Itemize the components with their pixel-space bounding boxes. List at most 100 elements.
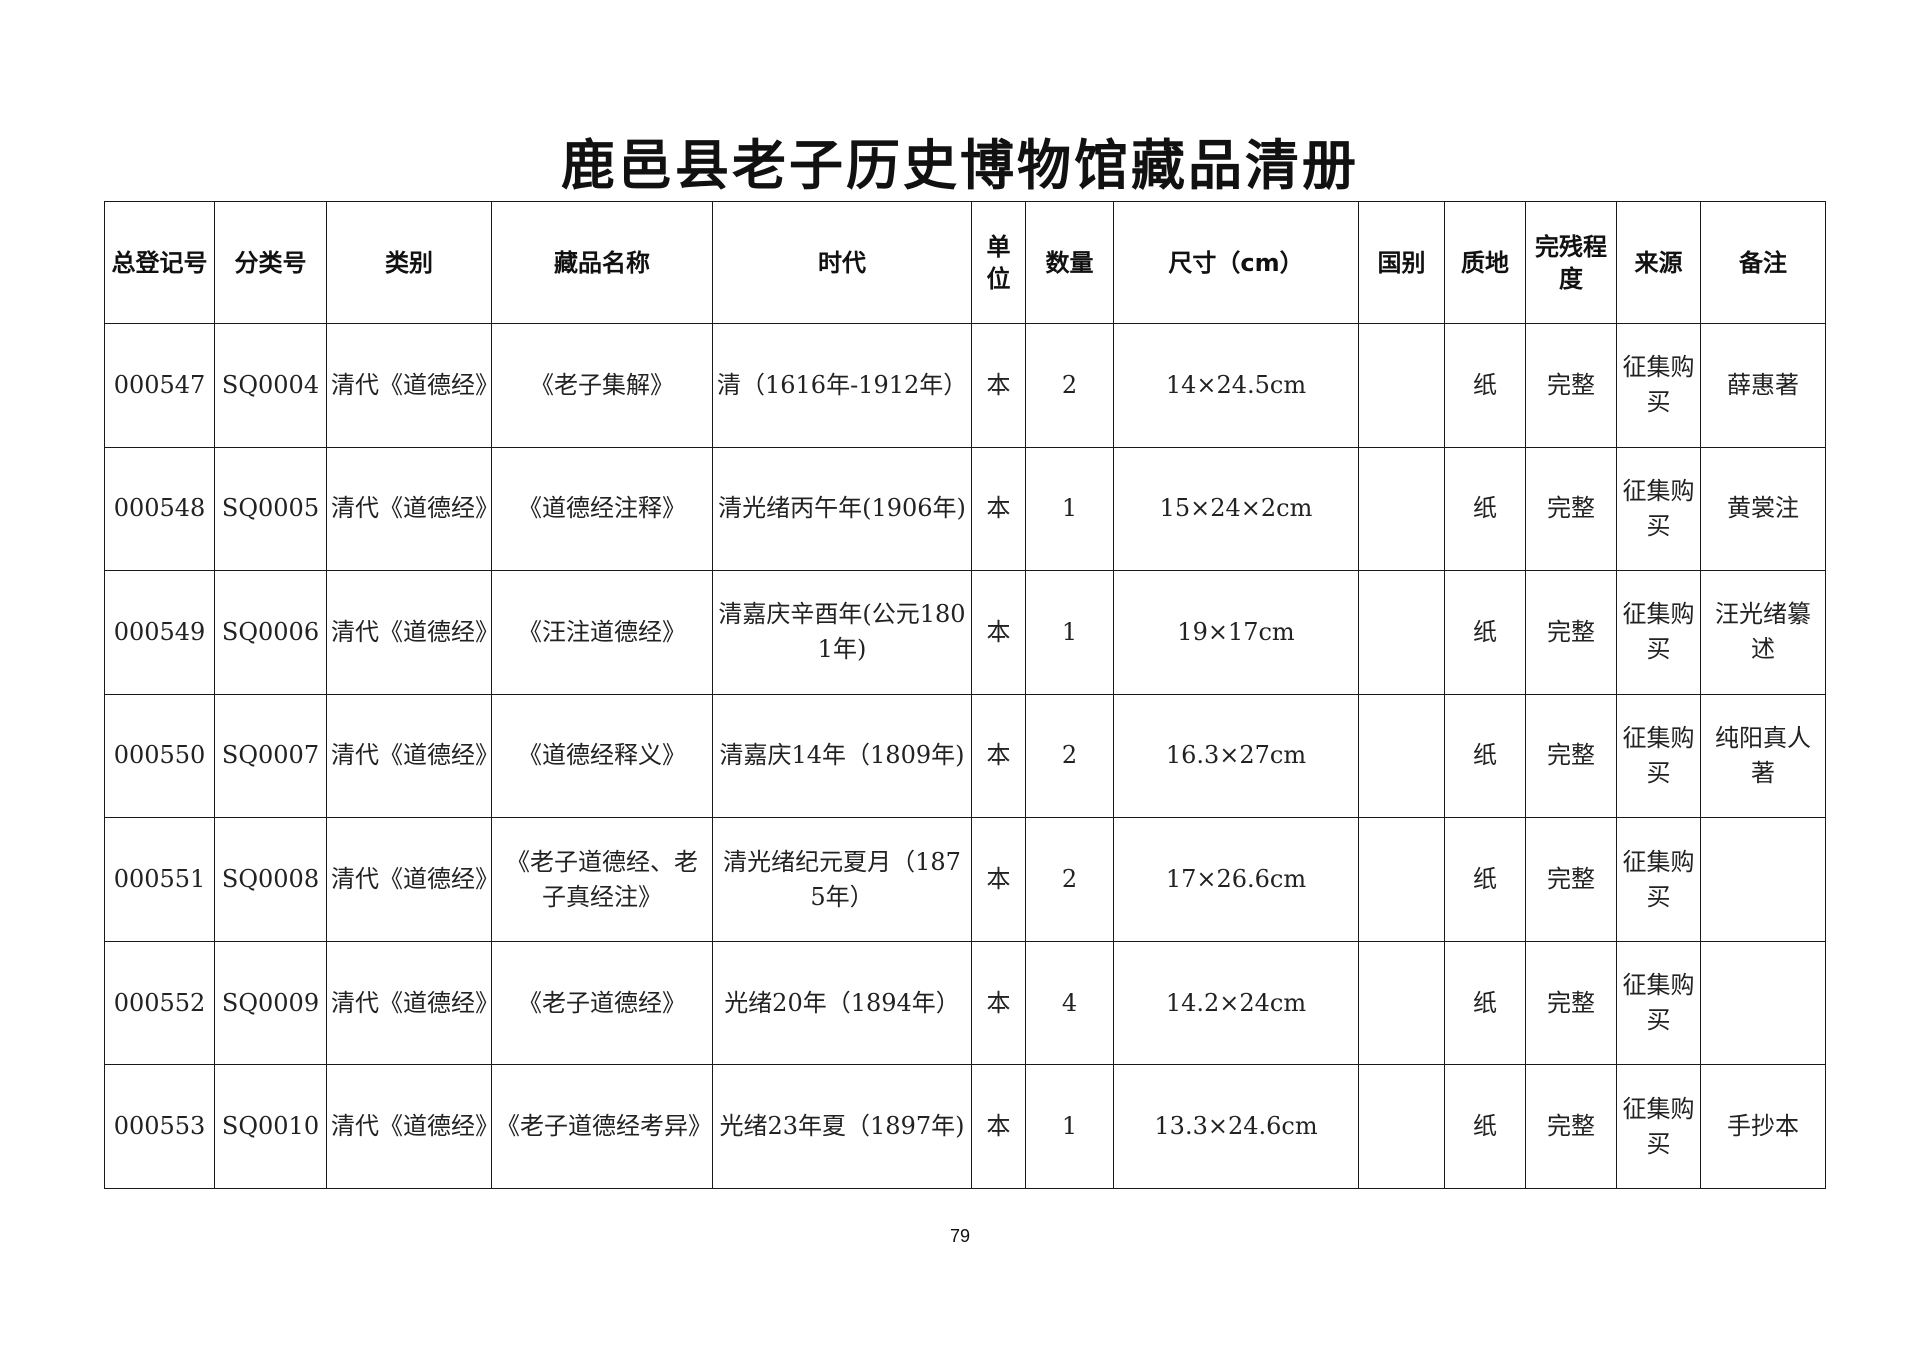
cell-mat: 纸 <box>1444 1064 1526 1189</box>
cell-name: 《老子道德经考异》 <box>491 1064 713 1189</box>
cell-cat: 清代《道德经》 <box>326 693 499 819</box>
cell-unit: 本 <box>971 940 1026 1066</box>
cell-note: 黄裳注 <box>1700 446 1826 572</box>
column-header-qty: 数量 <box>1025 201 1114 324</box>
column-header-reg: 总登记号 <box>104 201 215 324</box>
cell-name: 《道德经注释》 <box>491 446 713 572</box>
column-header-country: 国别 <box>1358 201 1445 324</box>
column-header-note: 备注 <box>1700 201 1826 324</box>
cell-cond: 完整 <box>1525 1064 1617 1189</box>
table-row: 000549 SQ0006 清代《道德经》 《汪注道德经》 清嘉庆辛酉年(公元1801年… <box>104 570 1826 695</box>
cell-mat: 纸 <box>1444 570 1526 695</box>
cell-qty: 1 <box>1025 446 1114 572</box>
column-header-name: 藏品名称 <box>491 201 713 324</box>
cell-unit: 本 <box>971 446 1026 572</box>
column-header-unit: 单位 <box>971 201 1026 324</box>
column-header-cls: 分类号 <box>214 201 327 324</box>
cell-cls: SQ0007 <box>214 693 327 819</box>
cell-reg: 000551 <box>104 817 215 942</box>
cell-cond: 完整 <box>1525 693 1617 819</box>
cell-cat: 清代《道德经》 <box>326 817 499 942</box>
cell-name: 《道德经释义》 <box>491 693 713 819</box>
cell-size: 14.2×24cm <box>1113 940 1359 1066</box>
cell-reg: 000553 <box>104 1064 215 1189</box>
cell-cond: 完整 <box>1525 570 1617 695</box>
cell-cond: 完整 <box>1525 446 1617 572</box>
cell-src: 征集购买 <box>1616 446 1701 572</box>
cell-reg: 000549 <box>104 570 215 695</box>
cell-qty: 2 <box>1025 323 1114 448</box>
cell-cat: 清代《道德经》 <box>326 1064 499 1189</box>
cell-size: 14×24.5cm <box>1113 323 1359 448</box>
cell-unit: 本 <box>971 1064 1026 1189</box>
cell-src: 征集购买 <box>1616 1064 1701 1189</box>
page-number: 79 <box>949 1226 971 1246</box>
cell-qty: 1 <box>1025 1064 1114 1189</box>
cell-src: 征集购买 <box>1616 693 1701 819</box>
table-row: 000550 SQ0007 清代《道德经》 《道德经释义》 清嘉庆14年（1809年) 本… <box>104 693 1826 819</box>
cell-mat: 纸 <box>1444 817 1526 942</box>
cell-qty: 4 <box>1025 940 1114 1066</box>
cell-era: 清（1616年-1912年） <box>712 323 972 448</box>
cell-cls: SQ0004 <box>214 323 327 448</box>
column-header-cond: 完残程度 <box>1525 201 1617 324</box>
cell-mat: 纸 <box>1444 693 1526 819</box>
cell-src: 征集购买 <box>1616 940 1701 1066</box>
cell-reg: 000552 <box>104 940 215 1066</box>
cell-name: 《汪注道德经》 <box>491 570 713 695</box>
cell-cat: 清代《道德经》 <box>326 323 499 448</box>
cell-country <box>1358 817 1445 942</box>
cell-cls: SQ0008 <box>214 817 327 942</box>
cell-size: 13.3×24.6cm <box>1113 1064 1359 1189</box>
cell-unit: 本 <box>971 817 1026 942</box>
cell-note: 手抄本 <box>1700 1064 1826 1189</box>
page-title: 鹿邑县老子历史博物馆藏品清册 <box>561 134 1359 197</box>
cell-era: 光绪20年（1894年） <box>712 940 972 1066</box>
column-header-size: 尺寸（cm） <box>1113 201 1359 324</box>
cell-size: 19×17cm <box>1113 570 1359 695</box>
cell-qty: 2 <box>1025 693 1114 819</box>
cell-country <box>1358 570 1445 695</box>
cell-country <box>1358 940 1445 1066</box>
cell-cat: 清代《道德经》 <box>326 570 499 695</box>
cell-size: 17×26.6cm <box>1113 817 1359 942</box>
cell-era: 清光绪丙午年(1906年) <box>712 446 972 572</box>
cell-src: 征集购买 <box>1616 570 1701 695</box>
cell-name: 《老子道德经》 <box>491 940 713 1066</box>
table-row: 000553 SQ0010 清代《道德经》 《老子道德经考异》 光绪23年夏（1897年… <box>104 1064 1826 1189</box>
cell-note: 薛惠著 <box>1700 323 1826 448</box>
cell-note <box>1700 940 1826 1066</box>
table-row: 000551 SQ0008 清代《道德经》 《老子道德经、老子真经注》 清光绪纪元夏月（… <box>104 817 1826 942</box>
cell-reg: 000548 <box>104 446 215 572</box>
cell-reg: 000550 <box>104 693 215 819</box>
cell-mat: 纸 <box>1444 323 1526 448</box>
cell-cat: 清代《道德经》 <box>326 940 499 1066</box>
table-row: 000547 SQ0004 清代《道德经》 《老子集解》 清（1616年-1912年）本… <box>104 323 1826 448</box>
cell-country <box>1358 1064 1445 1189</box>
cell-era: 清嘉庆14年（1809年) <box>712 693 972 819</box>
column-header-mat: 质地 <box>1444 201 1526 324</box>
cell-note <box>1700 817 1826 942</box>
cell-era: 光绪23年夏（1897年) <box>712 1064 972 1189</box>
table-row: 000548 SQ0005 清代《道德经》 《道德经注释》 清光绪丙午年(1906年) 本… <box>104 446 1826 572</box>
table-row: 000552 SQ0009 清代《道德经》 《老子道德经》 光绪20年（1894年）本 4… <box>104 940 1826 1066</box>
collection-table: 总登记号 分类号 类别 藏品名称 时代 单位 数量 尺寸（cm） 国别 质地 完残程度 来源 备注 00… <box>104 201 1826 1189</box>
cell-era: 清嘉庆辛酉年(公元1801年) <box>712 570 972 695</box>
cell-name: 《老子道德经、老子真经注》 <box>491 817 713 942</box>
cell-src: 征集购买 <box>1616 323 1701 448</box>
cell-cls: SQ0005 <box>214 446 327 572</box>
cell-era: 清光绪纪元夏月（1875年） <box>712 817 972 942</box>
cell-src: 征集购买 <box>1616 817 1701 942</box>
cell-size: 15×24×2cm <box>1113 446 1359 572</box>
cell-country <box>1358 446 1445 572</box>
cell-name: 《老子集解》 <box>491 323 713 448</box>
cell-size: 16.3×27cm <box>1113 693 1359 819</box>
cell-unit: 本 <box>971 693 1026 819</box>
cell-unit: 本 <box>971 570 1026 695</box>
cell-mat: 纸 <box>1444 940 1526 1066</box>
cell-cond: 完整 <box>1525 940 1617 1066</box>
cell-country <box>1358 693 1445 819</box>
table-header-row: 总登记号 分类号 类别 藏品名称 时代 单位 数量 尺寸（cm） 国别 质地 完残程度 来源 备注 <box>104 201 1826 324</box>
cell-qty: 1 <box>1025 570 1114 695</box>
cell-mat: 纸 <box>1444 446 1526 572</box>
